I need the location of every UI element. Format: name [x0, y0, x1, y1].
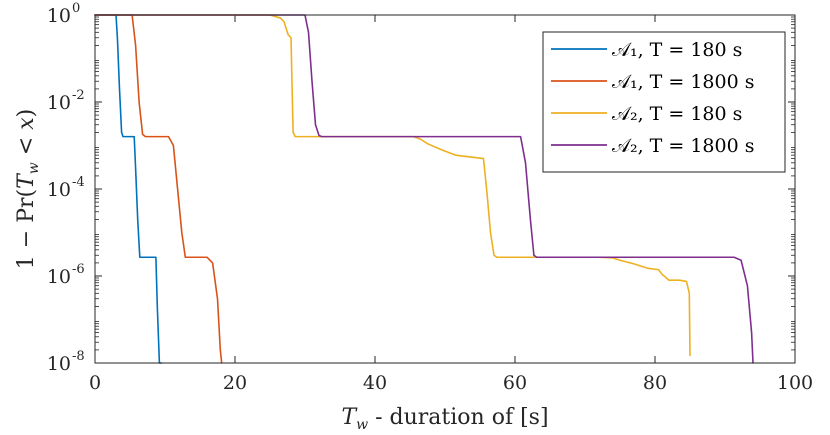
y-tick-label-exponent: -8: [72, 349, 85, 364]
x-tick-label: 20: [223, 372, 247, 394]
legend-label-3: 𝒜₂, T = 180 s: [612, 103, 742, 125]
legend-label-1: 𝒜₁, T = 180 s: [612, 39, 742, 61]
y-tick-label: 10: [47, 353, 71, 375]
legend-box: [542, 31, 786, 173]
plot-frame: [94, 14, 796, 364]
series-line-4: [94, 14, 754, 364]
x-axis-label-suffix: - duration of [s]: [368, 405, 548, 430]
y-tick-label-exponent: -6: [72, 262, 85, 277]
x-tick-label: 100: [777, 372, 813, 394]
y-tick-label: 10: [47, 92, 71, 114]
legend: 𝒜₁, T = 180 s 𝒜₁, T = 1800 s 𝒜₂, T = 180 s…: [542, 31, 786, 173]
y-axis-label: 1 − Pr(Tw < x): [14, 109, 42, 269]
legend-label-4: 𝒜₂, T = 1800 s: [612, 135, 755, 157]
x-tick-label: 40: [363, 372, 387, 394]
series-line-2: [94, 14, 223, 364]
y-tick-label-exponent: -4: [72, 175, 85, 190]
y-tick-label: 10: [47, 5, 71, 27]
legend-label-2: 𝒜₁, T = 1800 s: [612, 71, 755, 93]
series-lines: [94, 14, 754, 364]
x-tick-label: 0: [89, 372, 101, 394]
y-tick-label-exponent: -2: [72, 88, 85, 103]
series-line-1: [94, 14, 163, 364]
series-line-3: [94, 14, 691, 357]
x-tick-label: 80: [643, 372, 667, 394]
x-axis-label: Tw - duration of [s]: [341, 405, 548, 433]
y-tick-label: 10: [47, 179, 71, 201]
y-tick-label-exponent: 0: [72, 1, 80, 16]
x-tick-label: 60: [503, 372, 527, 394]
y-tick-label: 10: [47, 266, 71, 288]
